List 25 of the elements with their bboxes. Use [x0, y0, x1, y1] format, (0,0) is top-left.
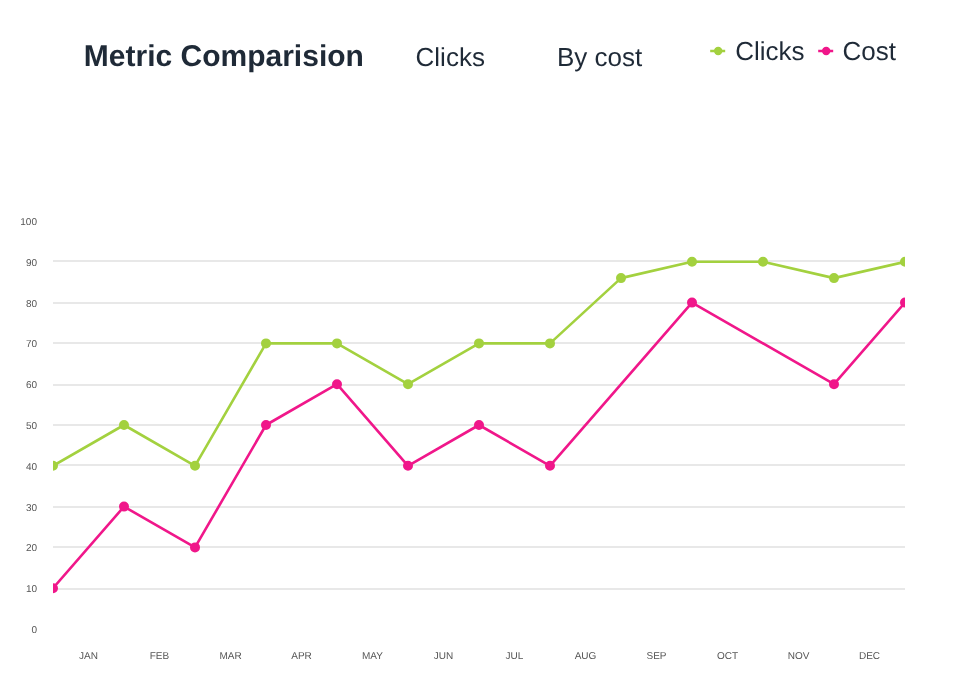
point [190, 460, 200, 471]
point [687, 297, 697, 308]
point [403, 460, 413, 471]
point [545, 338, 555, 349]
point [119, 420, 129, 430]
text: Clicks [415, 42, 486, 72]
point [190, 542, 200, 553]
point [119, 501, 129, 512]
point [545, 460, 555, 471]
point [474, 338, 484, 349]
point [758, 256, 768, 267]
point [829, 379, 839, 390]
point [616, 273, 626, 284]
chart-title: Metric Comparision [83, 40, 364, 74]
point [687, 256, 697, 267]
point [403, 379, 413, 390]
point [332, 379, 342, 390]
legend-label: Cost [842, 35, 896, 65]
legend-label: Clicks [735, 35, 805, 65]
point [474, 420, 484, 430]
text: By cost [556, 42, 643, 72]
point [261, 420, 271, 430]
point [332, 338, 342, 349]
point [829, 273, 839, 284]
point [261, 338, 271, 349]
